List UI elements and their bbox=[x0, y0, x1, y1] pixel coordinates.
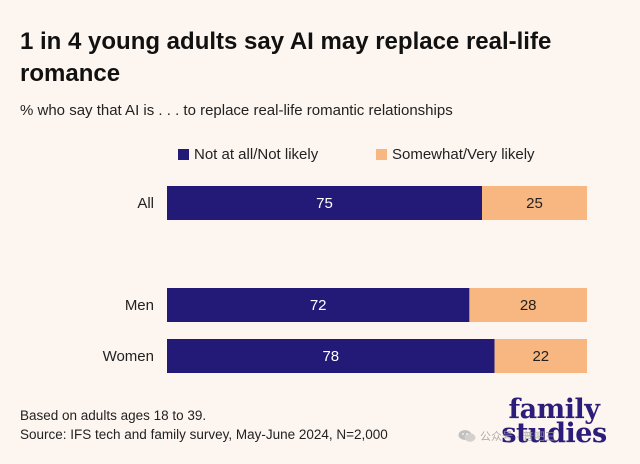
chart-footnote: Based on adults ages 18 to 39. Source: I… bbox=[20, 406, 388, 444]
family-studies-logo: family studies bbox=[500, 394, 608, 449]
data-label-women-likely: 22 bbox=[532, 348, 549, 365]
logo-line-1: family bbox=[508, 394, 600, 425]
wechat-watermark: 公众号 · 普吧三 bbox=[458, 428, 556, 444]
legend-item-likely: Somewhat/Very likely bbox=[376, 146, 535, 163]
category-label-all: All bbox=[137, 195, 154, 212]
watermark-text: 公众号 · 普吧三 bbox=[480, 431, 556, 443]
data-label-women-not-likely: 78 bbox=[322, 348, 339, 365]
logo-line-2: studies bbox=[501, 418, 607, 449]
legend-swatch-not-likely bbox=[178, 149, 189, 160]
data-label-all-likely: 25 bbox=[526, 195, 543, 212]
bar-all-likely bbox=[482, 186, 587, 220]
legend-label-likely: Somewhat/Very likely bbox=[392, 146, 535, 163]
legend-swatch-likely bbox=[376, 149, 387, 160]
data-label-men-not-likely: 72 bbox=[310, 297, 327, 314]
footnote-source: Source: IFS tech and family survey, May-… bbox=[20, 427, 388, 442]
bar-women-not-likely bbox=[167, 339, 495, 373]
category-label-men: Men bbox=[125, 297, 154, 314]
bar-women-likely bbox=[494, 339, 587, 373]
data-label-all-not-likely: 75 bbox=[316, 195, 333, 212]
legend-label-not-likely: Not at all/Not likely bbox=[194, 146, 319, 163]
data-label-men-likely: 28 bbox=[520, 297, 537, 314]
chart-title: 1 in 4 young adults say AI may replace r… bbox=[20, 28, 552, 87]
bar-men-likely bbox=[469, 288, 587, 322]
chart-subtitle: % who say that AI is . . . to replace re… bbox=[20, 102, 453, 119]
category-label-women: Women bbox=[103, 348, 154, 365]
chart-legend: Not at all/Not likely Somewhat/Very like… bbox=[0, 146, 640, 166]
bar-men-not-likely bbox=[167, 288, 470, 322]
legend-item-not-likely: Not at all/Not likely bbox=[178, 146, 318, 163]
bar-all-not-likely bbox=[167, 186, 482, 220]
wechat-icon bbox=[458, 430, 476, 442]
footnote-sample: Based on adults ages 18 to 39. bbox=[20, 408, 207, 423]
